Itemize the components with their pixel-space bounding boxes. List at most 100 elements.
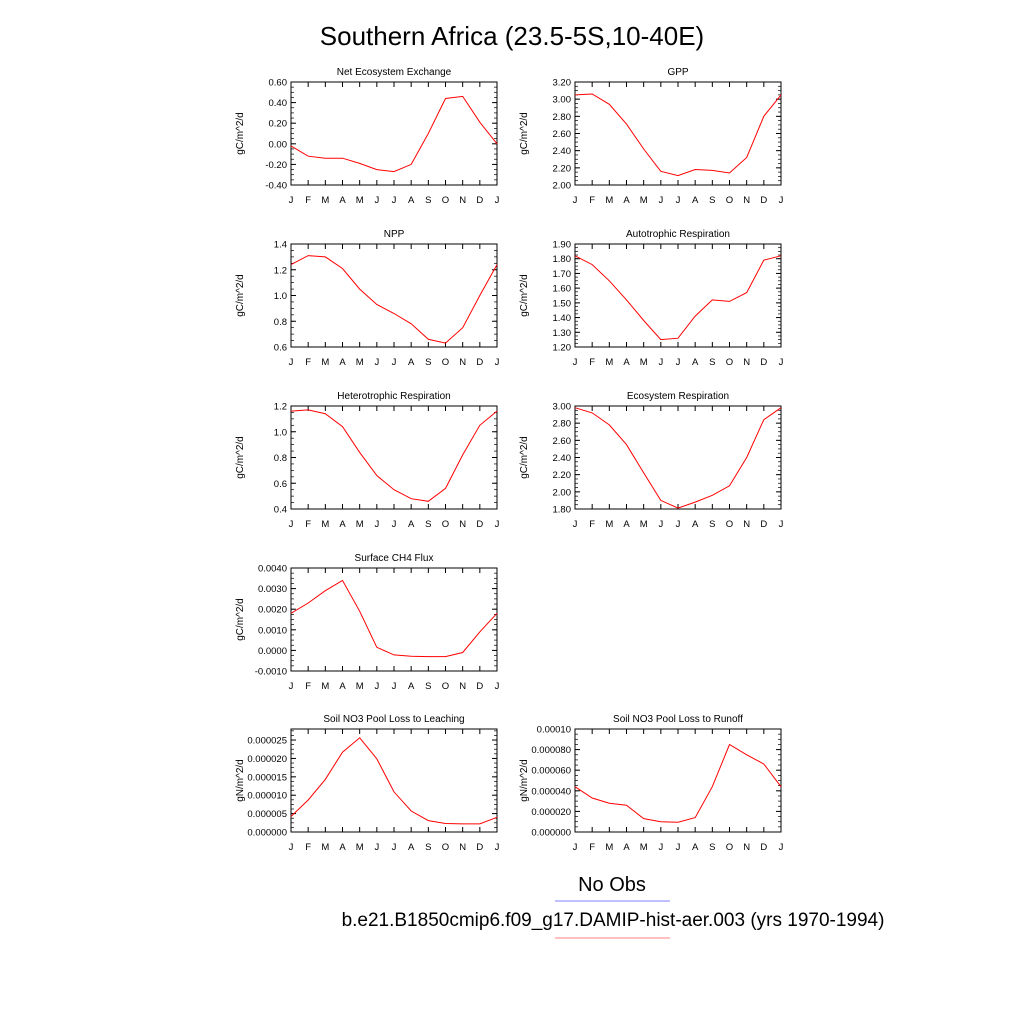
x-tick-label: J — [392, 195, 397, 206]
x-tick-label: D — [760, 519, 767, 530]
x-tick-label: J — [289, 842, 294, 853]
x-tick-label: M — [605, 195, 613, 206]
x-tick-label: A — [408, 195, 415, 206]
x-tick-label: M — [356, 519, 364, 530]
x-tick-label: O — [726, 195, 733, 206]
x-tick-label: F — [305, 519, 311, 530]
x-tick-label: J — [573, 842, 578, 853]
panel-6: Ecosystem Respiration gC/m^2/d 1.80 2.00 2.2… — [519, 391, 784, 530]
x-tick-label: J — [573, 357, 578, 368]
y-axis-label: gC/m^2/d — [519, 436, 530, 479]
x-tick-label: M — [321, 195, 329, 206]
x-tick-label: J — [495, 681, 500, 692]
y-axis-label: gN/m^2/d — [235, 759, 246, 802]
x-tick-label: J — [779, 842, 784, 853]
x-tick-label: O — [442, 842, 449, 853]
y-tick-label: 1.4 — [274, 240, 287, 251]
x-tick-label: J — [573, 195, 578, 206]
x-tick-label: N — [743, 519, 750, 530]
panel-title: Autotrophic Respiration — [626, 229, 730, 240]
y-tick-label: 2.40 — [553, 453, 572, 464]
figure-title: Southern Africa (23.5-5S,10-40E) — [320, 21, 704, 51]
y-tick-label: 0.000010 — [247, 791, 287, 802]
x-tick-label: D — [476, 519, 483, 530]
x-tick-label: J — [658, 519, 663, 530]
panel-4: Autotrophic Respiration gC/m^2/d 1.20 1.30 1… — [519, 229, 784, 368]
x-tick-label: A — [339, 519, 346, 530]
series-line — [574, 407, 782, 509]
panel-9: Soil NO3 Pool Loss to RunoffgN/m^2/d0.00… — [519, 714, 784, 853]
y-tick-label: 1.2 — [274, 402, 287, 413]
y-tick-label: 2.60 — [553, 129, 572, 140]
x-tick-label: F — [589, 519, 595, 530]
y-tick-label: 1.70 — [553, 269, 572, 280]
x-tick-label: S — [425, 681, 431, 692]
y-tick-label: 2.00 — [553, 181, 572, 192]
x-tick-label: J — [658, 842, 663, 853]
y-tick-label: 0.000000 — [531, 828, 571, 839]
x-tick-label: A — [408, 357, 415, 368]
x-tick-label: J — [658, 357, 663, 368]
x-tick-label: S — [425, 519, 431, 530]
x-tick-label: A — [408, 842, 415, 853]
series-line — [290, 737, 498, 825]
x-tick-label: N — [459, 842, 466, 853]
x-tick-label: J — [676, 842, 681, 853]
x-tick-label: J — [779, 195, 784, 206]
x-tick-label: J — [374, 195, 379, 206]
panel-5: Heterotrophic Respiration gC/m^2/d 0.4 0.6 0… — [235, 391, 500, 530]
x-tick-label: O — [726, 357, 733, 368]
y-tick-label: 0.000020 — [531, 807, 571, 818]
x-tick-label: J — [374, 519, 379, 530]
y-tick-label: 1.30 — [553, 328, 572, 339]
x-tick-label: S — [709, 357, 715, 368]
x-tick-label: J — [658, 195, 663, 206]
panel-1: Net Ecosystem Exchange gC/m^2/d -0.40 -0.20… — [235, 67, 500, 206]
x-tick-label: N — [743, 195, 750, 206]
y-tick-label: 0.000060 — [531, 766, 571, 777]
x-tick-label: M — [356, 681, 364, 692]
x-tick-label: A — [623, 357, 630, 368]
x-tick-label: J — [779, 357, 784, 368]
x-tick-label: A — [339, 681, 346, 692]
x-tick-label: S — [425, 195, 431, 206]
y-tick-label: 0.000020 — [247, 754, 287, 765]
x-tick-label: J — [573, 519, 578, 530]
panel-title: GPP — [667, 67, 688, 78]
y-tick-label: 0.40 — [269, 98, 288, 109]
x-tick-label: F — [305, 842, 311, 853]
series-line — [290, 255, 498, 344]
x-tick-label: F — [589, 357, 595, 368]
x-tick-label: D — [476, 357, 483, 368]
x-tick-label: A — [408, 519, 415, 530]
x-tick-label: S — [709, 842, 715, 853]
x-tick-label: J — [495, 519, 500, 530]
y-tick-label: 0.000040 — [531, 786, 571, 797]
x-tick-label: J — [289, 519, 294, 530]
x-tick-label: O — [726, 519, 733, 530]
y-tick-label: 0.000025 — [247, 736, 287, 747]
x-tick-label: D — [476, 842, 483, 853]
x-tick-label: A — [692, 357, 699, 368]
x-tick-label: S — [709, 195, 715, 206]
x-tick-label: J — [676, 519, 681, 530]
x-tick-label: M — [640, 357, 648, 368]
y-tick-label: 2.80 — [553, 419, 572, 430]
y-tick-label: 0.0010 — [258, 625, 287, 636]
panel-title: Ecosystem Respiration — [627, 391, 729, 402]
y-tick-label: 1.40 — [553, 313, 572, 324]
panel-2: GPP gC/m^2/d 2.00 2.20 2.40 2.60 2.80 3.00 3.20 J… — [519, 67, 784, 206]
y-tick-label: 1.0 — [274, 427, 287, 438]
x-tick-label: O — [442, 195, 449, 206]
series-line — [574, 743, 782, 823]
x-tick-label: J — [779, 519, 784, 530]
x-tick-label: M — [321, 357, 329, 368]
y-tick-label: 3.20 — [553, 78, 572, 89]
x-tick-label: F — [589, 195, 595, 206]
x-tick-label: O — [726, 842, 733, 853]
y-tick-label: 2.20 — [553, 163, 572, 174]
x-tick-label: N — [743, 357, 750, 368]
x-tick-label: A — [692, 519, 699, 530]
y-tick-label: 0.00 — [269, 139, 288, 150]
y-tick-label: 1.80 — [553, 254, 572, 265]
